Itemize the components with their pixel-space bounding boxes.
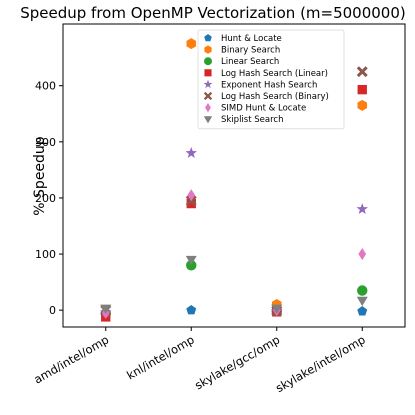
point-skiplist-search (356, 296, 368, 307)
legend-marker-log-hash-search-linear (204, 69, 212, 77)
legend-marker-exponent-hash-search (203, 79, 213, 89)
legend-marker-simd-hunt-locate (205, 102, 211, 113)
legend-marker-log-hash-search-binary (203, 91, 213, 101)
legend-label: SIMD Hunt & Locate (221, 104, 306, 114)
chart-title: Speedup from OpenMP Vectorization (m=500… (20, 4, 406, 22)
point-binary-search (186, 38, 197, 50)
legend-label: Skiplist Search (221, 115, 283, 125)
y-tick-label: 400 (35, 80, 56, 93)
y-tick-label: 300 (35, 136, 56, 149)
legend-box (197, 29, 345, 130)
point-log-hash-search-linear (357, 84, 367, 95)
point-skiplist-search (271, 304, 283, 314)
point-skiplist-search (185, 255, 197, 266)
y-tick-label: 200 (35, 192, 56, 205)
x-tick-label: skylake/gcc/omp (192, 332, 282, 392)
data-points (100, 38, 368, 322)
legend-label: Log Hash Search (Linear) (221, 69, 328, 79)
point-linear-search (357, 285, 368, 296)
y-axis: 0 100 200 300 400 (35, 80, 63, 317)
plot-border (62, 23, 406, 328)
legend-marker-hunt-locate (204, 34, 212, 42)
x-tick-label: skylake/intel/omp (273, 332, 368, 395)
y-tick-label: 100 (35, 248, 56, 261)
legend-label: Exponent Hash Search (221, 80, 317, 90)
legend-marker-linear-search (204, 57, 212, 66)
plot-frame (62, 23, 406, 328)
legend-label: Binary Search (221, 46, 280, 56)
x-tick-label: knl/intel/omp (124, 332, 197, 382)
point-hunt-locate (186, 304, 197, 315)
point-exponent-hash-search (356, 203, 368, 215)
point-hunt-locate (357, 306, 368, 316)
point-binary-search (357, 99, 368, 111)
legend-label: Hunt & Locate (221, 34, 282, 44)
x-axis: amd/intel/omp knl/intel/ompskylake/gcc/om… (31, 327, 368, 395)
y-axis-label: % Speedup (32, 136, 48, 216)
point-skiplist-search (100, 304, 112, 314)
x-tick-label: amd/intel/omp (31, 332, 111, 386)
point-log-hash-search-linear (186, 198, 196, 209)
legend-label: Log Hash Search (Binary) (221, 92, 329, 102)
point-linear-search (186, 260, 197, 271)
point-simd-hunt-locate (187, 189, 196, 202)
legend-marker-binary-search (204, 45, 212, 54)
point-exponent-hash-search (185, 147, 197, 158)
y-tick-label: 0 (49, 304, 56, 317)
legend-marker-skiplist-search (203, 116, 213, 124)
point-simd-hunt-locate (358, 248, 367, 261)
legend-label: Linear Search (221, 57, 279, 67)
point-log-hash-search-binary (356, 66, 368, 78)
